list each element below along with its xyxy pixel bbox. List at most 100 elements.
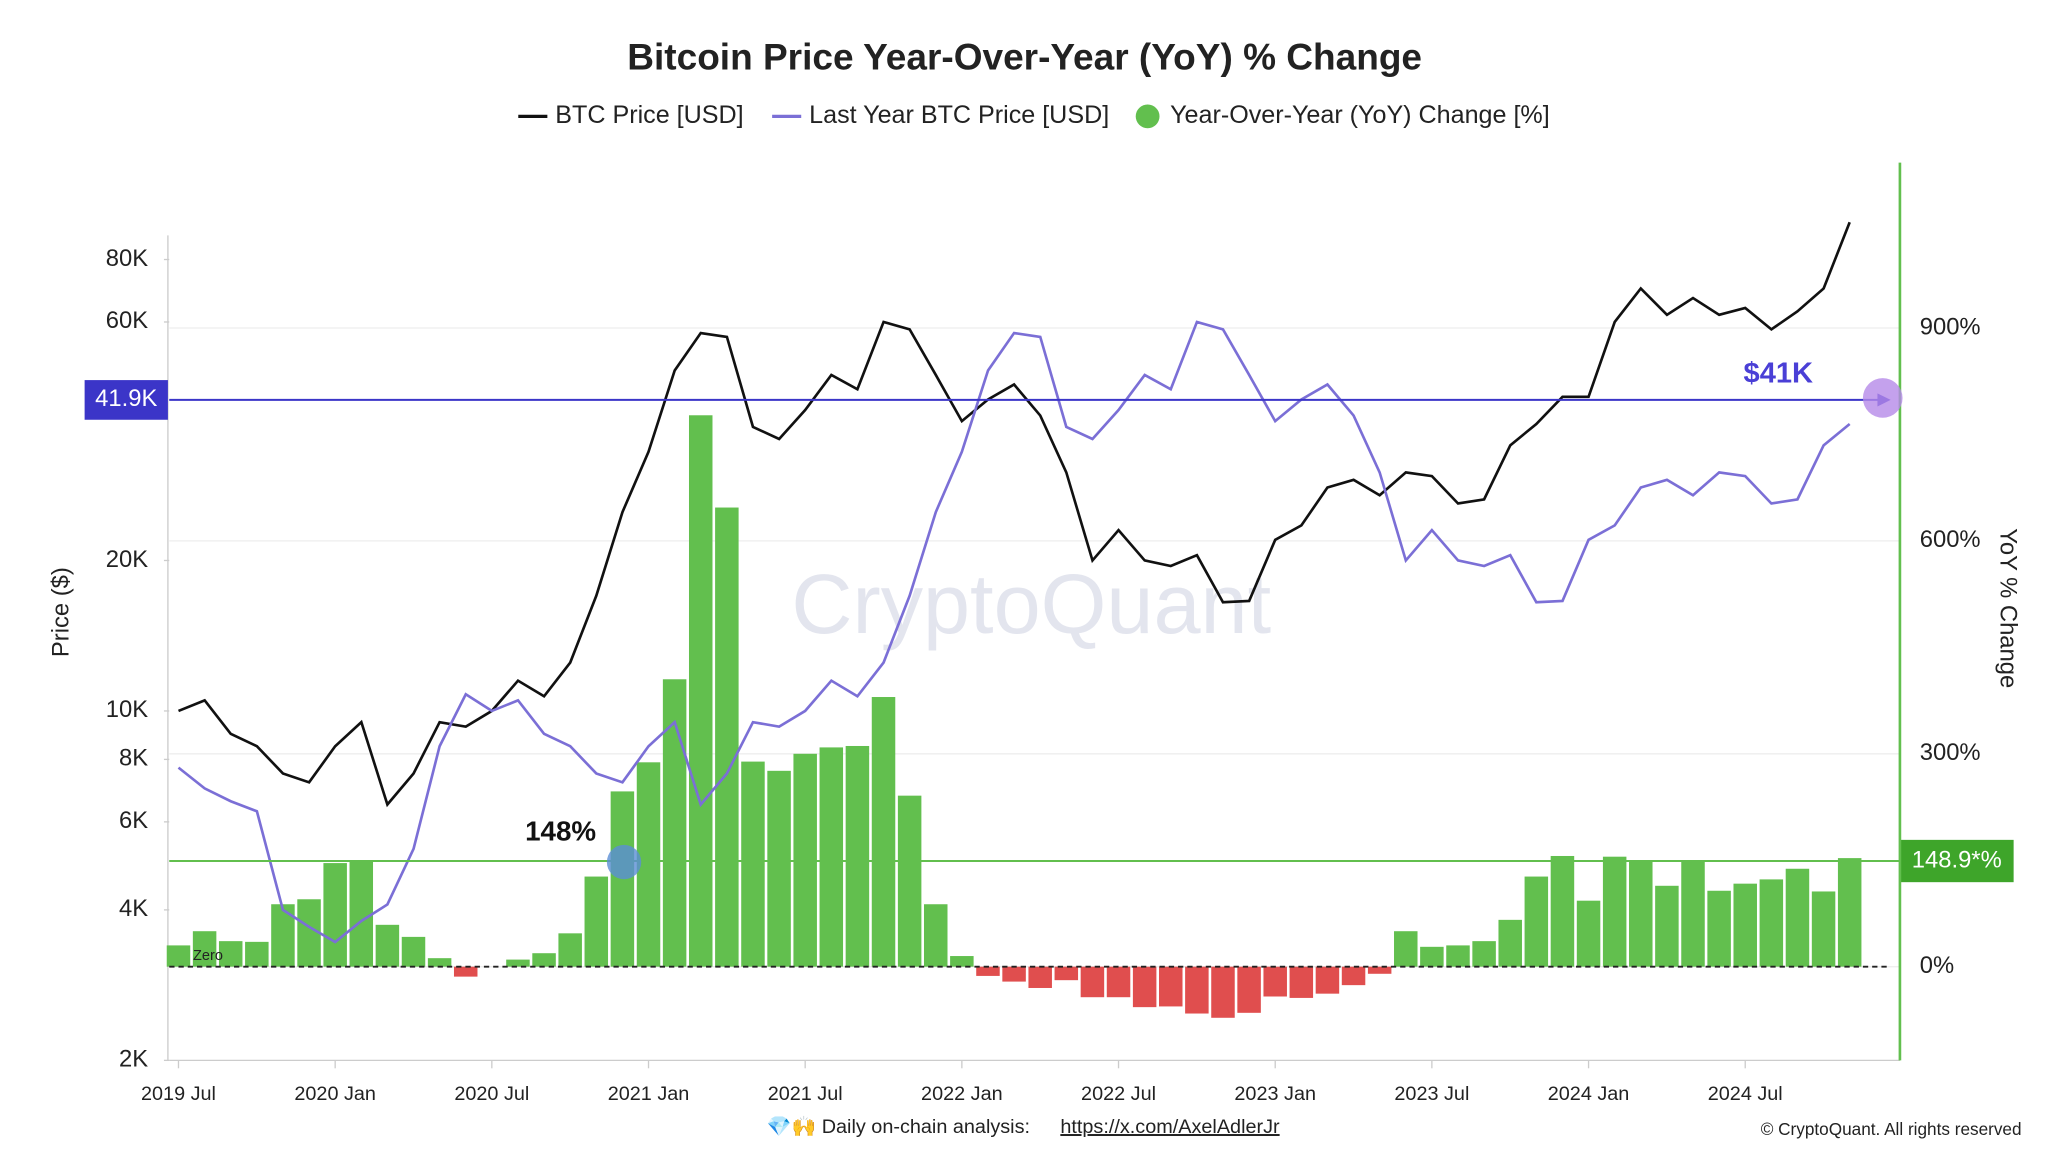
bar — [976, 966, 1000, 976]
y-tick-label: 2K — [119, 1046, 148, 1073]
y-tick-label: 4K — [119, 895, 148, 922]
footer-text: 💎🙌 Daily on-chain analysis: — [767, 1115, 1030, 1138]
bar — [871, 697, 896, 967]
line — [177, 221, 1851, 808]
x-tick-label: 2022 Jul — [1081, 1083, 1156, 1105]
reference-label-box — [84, 380, 168, 420]
chart-title: Bitcoin Price Year-Over-Year (YoY) % Cha… — [627, 35, 1422, 77]
bar — [323, 863, 347, 967]
y2-axis-title: YoY % Change — [1995, 528, 2022, 688]
highlight-marker — [606, 844, 642, 880]
reference-label: 41.9K — [95, 385, 157, 412]
bar — [845, 745, 870, 967]
bar — [584, 876, 609, 967]
bar — [1315, 966, 1340, 994]
bar — [1132, 966, 1157, 1008]
y-axis-title: Price ($) — [47, 567, 74, 657]
x-tick-label: 2024 Jul — [1708, 1083, 1783, 1105]
x-tick-label: 2023 Jan — [1234, 1083, 1316, 1105]
bar — [715, 507, 739, 967]
reference-label: 148.9*% — [1912, 846, 2002, 873]
bar — [1263, 966, 1287, 997]
bar — [453, 966, 478, 977]
bars — [166, 415, 1862, 1018]
bar — [1211, 966, 1235, 1018]
bar — [688, 415, 713, 967]
x-tick-label: 2022 Jan — [921, 1083, 1003, 1105]
lines — [177, 221, 1851, 944]
bar — [1106, 966, 1131, 998]
bar — [1237, 966, 1261, 1013]
bar — [1629, 860, 1653, 967]
bar — [192, 931, 217, 967]
bar — [271, 904, 295, 967]
bar — [297, 899, 321, 967]
bar — [636, 762, 661, 967]
y-tick-label: 10K — [106, 696, 148, 723]
footer-link[interactable]: https://x.com/AxelAdlerJr — [1060, 1116, 1280, 1138]
bar — [1054, 966, 1079, 981]
bar — [375, 924, 400, 967]
legend-label: Last Year BTC Price [USD] — [809, 101, 1109, 129]
bar — [1550, 855, 1575, 967]
y-tick-label: 60K — [106, 307, 148, 334]
bar — [1185, 966, 1209, 1014]
bar — [923, 904, 948, 967]
y-tick-label: 6K — [119, 807, 148, 834]
line — [177, 320, 1851, 944]
legend-label: Year-Over-Year (YoY) Change [%] — [1170, 101, 1550, 129]
bar — [1811, 891, 1836, 967]
bar — [506, 959, 530, 967]
bar — [1367, 966, 1392, 974]
x-tick-label: 2021 Jan — [608, 1083, 690, 1105]
bar — [950, 956, 974, 967]
y2-tick-label: 300% — [1920, 739, 1981, 766]
bar — [897, 795, 922, 967]
bar — [1002, 966, 1026, 982]
x-tick-label: 2023 Jul — [1394, 1083, 1469, 1105]
y-tick-label: 20K — [106, 546, 148, 573]
bar — [1681, 861, 1705, 967]
bar — [1576, 900, 1601, 967]
bar — [1080, 966, 1105, 998]
bar — [245, 941, 269, 967]
bar — [1498, 919, 1522, 967]
bar — [741, 761, 765, 967]
bar — [1341, 966, 1366, 986]
reference-label-box — [1899, 839, 2014, 883]
bar — [1472, 941, 1496, 967]
bar — [401, 936, 426, 967]
highlight-marker — [1862, 378, 1903, 418]
y2-tick-label: 600% — [1920, 526, 1981, 553]
bar — [1785, 868, 1810, 967]
annotation: $41K — [1744, 357, 1814, 389]
bar — [1289, 966, 1314, 998]
bar — [1655, 885, 1679, 967]
bar — [819, 747, 844, 967]
bar — [558, 933, 582, 967]
bar — [166, 945, 191, 967]
bar — [1028, 966, 1052, 988]
bar — [1759, 879, 1784, 967]
overlay: Zero 41.9K $41K 148.9*% 148% — [84, 357, 2014, 968]
x-tick-label: 2019 Jul — [141, 1083, 216, 1105]
bar — [349, 860, 374, 967]
bar — [427, 958, 452, 967]
y-tick-label: 80K — [106, 245, 148, 272]
bar — [662, 679, 687, 967]
bar — [1420, 946, 1444, 967]
zero-label: Zero — [193, 948, 223, 964]
y-tick-label: 8K — [119, 745, 148, 772]
x-tick-label: 2020 Jan — [294, 1083, 376, 1105]
y2-tick-label: 0% — [1920, 952, 1954, 979]
bar — [1602, 856, 1627, 967]
bar — [1446, 945, 1470, 967]
bar — [1394, 931, 1418, 967]
x-tick-label: 2024 Jan — [1548, 1083, 1630, 1105]
bar — [1733, 883, 1757, 967]
bar — [1524, 876, 1549, 967]
copyright: © CryptoQuant. All rights reserved — [1761, 1119, 2022, 1139]
watermark: CryptoQuant — [791, 556, 1271, 651]
